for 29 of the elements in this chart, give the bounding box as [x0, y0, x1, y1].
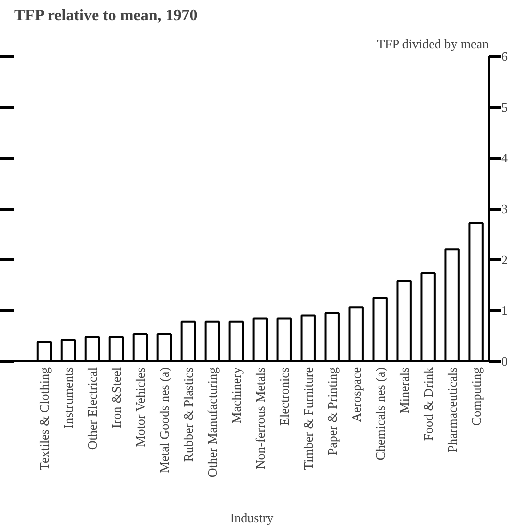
x-tick-label: Paper & Printing	[324, 367, 340, 456]
x-tick-label: Timber & Furniture	[300, 367, 316, 470]
x-tick-label: Computing	[468, 367, 484, 426]
x-tick-label: Textiles & Clothing	[36, 367, 52, 471]
x-tick-label: Food & Drink	[420, 367, 436, 442]
x-tick-label: Other Electrical	[84, 367, 100, 450]
x-tick-label: Rubber & Plastics	[180, 367, 196, 462]
y-tick-label: 5	[502, 100, 508, 115]
x-tick-label: Minerals	[396, 367, 412, 414]
x-tick-label: Non-ferrous Metals	[252, 367, 268, 470]
y-tick-label: 4	[502, 150, 508, 166]
y-tick-label: 2	[502, 252, 508, 268]
x-tick-label: Chemicals nes (a)	[372, 367, 388, 461]
x-tick-label: Other Manufacturing	[204, 367, 220, 478]
y-tick-label: 3	[502, 202, 508, 216]
x-tick-label: Motor Vehicles	[132, 368, 148, 448]
x-axis-title: Industry	[230, 510, 274, 526]
x-tick-label: Machinery	[228, 367, 244, 424]
chart-title: TFP relative to mean, 1970	[14, 8, 198, 24]
x-tick-label: Pharmaceuticals	[444, 368, 460, 453]
y-tick-label: 0	[502, 354, 508, 369]
y-tick-label: 1	[502, 303, 508, 318]
y-tick-label: 6	[502, 49, 508, 64]
x-tick-label: Instruments	[60, 367, 76, 429]
x-tick-label: Aerospace	[348, 367, 364, 422]
x-tick-label: Metal Goods nes (a)	[156, 367, 172, 474]
x-tick-label: Electronics	[276, 367, 292, 426]
y-axis-title: TFP divided by mean	[377, 36, 490, 52]
x-tick-label: Iron &Steel	[108, 367, 124, 429]
